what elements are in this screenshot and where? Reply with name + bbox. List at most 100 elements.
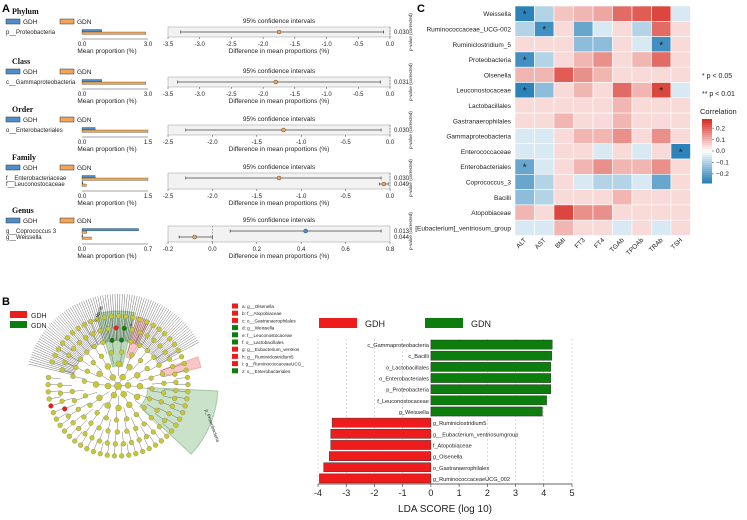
clado-key-label: z: o__Enterobacteriales xyxy=(242,369,291,374)
clado-node xyxy=(129,352,135,358)
heatmap-cell xyxy=(573,51,594,68)
clado-node xyxy=(129,327,135,333)
heatmap-cell xyxy=(514,97,535,114)
colorbar-step xyxy=(702,179,712,182)
significance-star: * xyxy=(659,86,663,97)
heatmap-cell xyxy=(534,112,555,129)
right-tick: -0.5 xyxy=(353,92,364,98)
clado-key-swatch xyxy=(232,361,238,367)
heatmap-cell xyxy=(631,51,652,68)
clado-key-swatch xyxy=(232,317,238,323)
clado-node xyxy=(166,411,172,417)
heatmap-cell xyxy=(534,36,555,53)
clado-node xyxy=(60,340,66,346)
heatmap-cell xyxy=(553,174,574,190)
colorbar-step xyxy=(702,157,712,160)
clado-node xyxy=(70,373,76,379)
clado-node xyxy=(123,313,129,319)
clado-node xyxy=(144,319,150,325)
left-tick: 1.5 xyxy=(144,194,153,200)
clado-node xyxy=(94,316,101,322)
heatmap-cell xyxy=(534,51,555,68)
heatmap-row-label: Gastranaerophilales xyxy=(453,118,512,125)
clado-node xyxy=(73,364,79,370)
clado-node xyxy=(61,428,67,434)
lda-x-label: LDA SCORE (log 10) xyxy=(398,504,492,515)
lda-bar-label: f_Leuconostocaceae xyxy=(377,399,429,405)
heatmap-cell xyxy=(631,189,652,206)
lda-bar-label: g_Ruminiclostridium5 xyxy=(433,421,486,427)
legend-swatch-gdn xyxy=(59,116,75,123)
clado-leaf-branch xyxy=(42,332,82,361)
colorbar-step xyxy=(702,165,712,168)
clado-legend-gdn-swatch xyxy=(10,321,27,328)
ci-point xyxy=(192,234,197,240)
clado-key-swatch xyxy=(232,332,238,338)
clado-node xyxy=(66,352,72,358)
clado-node xyxy=(104,402,111,409)
clado-node xyxy=(169,428,175,434)
heatmap-cell xyxy=(514,66,535,83)
heatmap-cell xyxy=(553,36,574,53)
clado-node xyxy=(96,370,103,378)
clado-node xyxy=(154,407,160,413)
heatmap-cell xyxy=(592,36,613,53)
heatmap-cell xyxy=(553,66,574,83)
clado-node xyxy=(89,435,95,441)
legend-label-gdh: GDH xyxy=(23,165,38,172)
colorbar-step xyxy=(702,121,712,124)
heatmap-cell xyxy=(592,219,613,236)
heatmap-cell xyxy=(651,219,672,236)
heatmap-row-label: Weissella xyxy=(483,11,511,18)
clado-leaf-branch xyxy=(104,294,112,342)
heatmap-cell xyxy=(631,5,652,22)
colorbar-step xyxy=(702,135,712,138)
lda-tick-label: 0 xyxy=(428,488,433,498)
clado-node xyxy=(84,349,90,355)
heatmap-cell xyxy=(534,82,555,99)
clado-node xyxy=(57,382,63,388)
heatmap-row-label: Lactobacillales xyxy=(468,103,511,110)
heatmap-cell xyxy=(553,158,574,175)
clado-key-label: g: g__Eubacterium_ventrios xyxy=(242,347,300,352)
clado-leaf-branch xyxy=(88,298,104,344)
clado-key-label: f: o__Lactobacillales xyxy=(242,340,284,345)
legend-label-gdn: GDN xyxy=(77,117,92,124)
heatmap-cell xyxy=(573,189,594,206)
right-tick: -1.5 xyxy=(290,42,301,48)
clado-key-label: b: f__Atopobiaceae xyxy=(242,311,282,316)
clado-node xyxy=(46,396,52,402)
clado-node xyxy=(98,353,105,359)
right-tick: -2.0 xyxy=(207,194,218,200)
heatmap-cell xyxy=(514,36,535,53)
clado-node xyxy=(126,364,133,371)
clado-node xyxy=(159,371,165,377)
heatmap-cell xyxy=(573,219,594,236)
clado-root xyxy=(114,382,122,390)
lda-bar-label: g__Eubacterium_ventriosumgroup xyxy=(433,432,519,438)
legend-label-gdh: GDH xyxy=(23,19,38,26)
left-axis-label: Mean proportion (%) xyxy=(77,200,136,207)
clado-node xyxy=(179,354,185,360)
heatmap-cell xyxy=(651,158,672,175)
clado-node xyxy=(97,328,103,334)
legend-swatch-gdh xyxy=(5,18,21,25)
lda-legend-gdn: GDN xyxy=(471,319,491,329)
p-value: 0.030 xyxy=(394,128,410,134)
clado-key-swatch xyxy=(232,339,238,345)
right-axis-label: Difference in mean proportions (%) xyxy=(229,48,330,55)
clado-node xyxy=(150,429,156,435)
colorbar-step xyxy=(702,173,712,176)
clado-node xyxy=(112,441,118,447)
clado-node xyxy=(148,415,154,421)
taxon-name: c__Gammaproteobacteria xyxy=(6,80,76,86)
right-tick: -2.5 xyxy=(226,42,237,48)
clado-node xyxy=(109,313,115,319)
taxon-name: p__Proteobacteria xyxy=(6,30,56,36)
lda-bar-label: c_Bacilli xyxy=(408,354,429,360)
clado-node xyxy=(140,448,146,455)
level-title: Genus xyxy=(12,206,34,215)
lda-bar-label: g_Olsenella xyxy=(433,455,463,461)
clado-node xyxy=(124,428,130,434)
heatmap-cell xyxy=(514,143,535,160)
